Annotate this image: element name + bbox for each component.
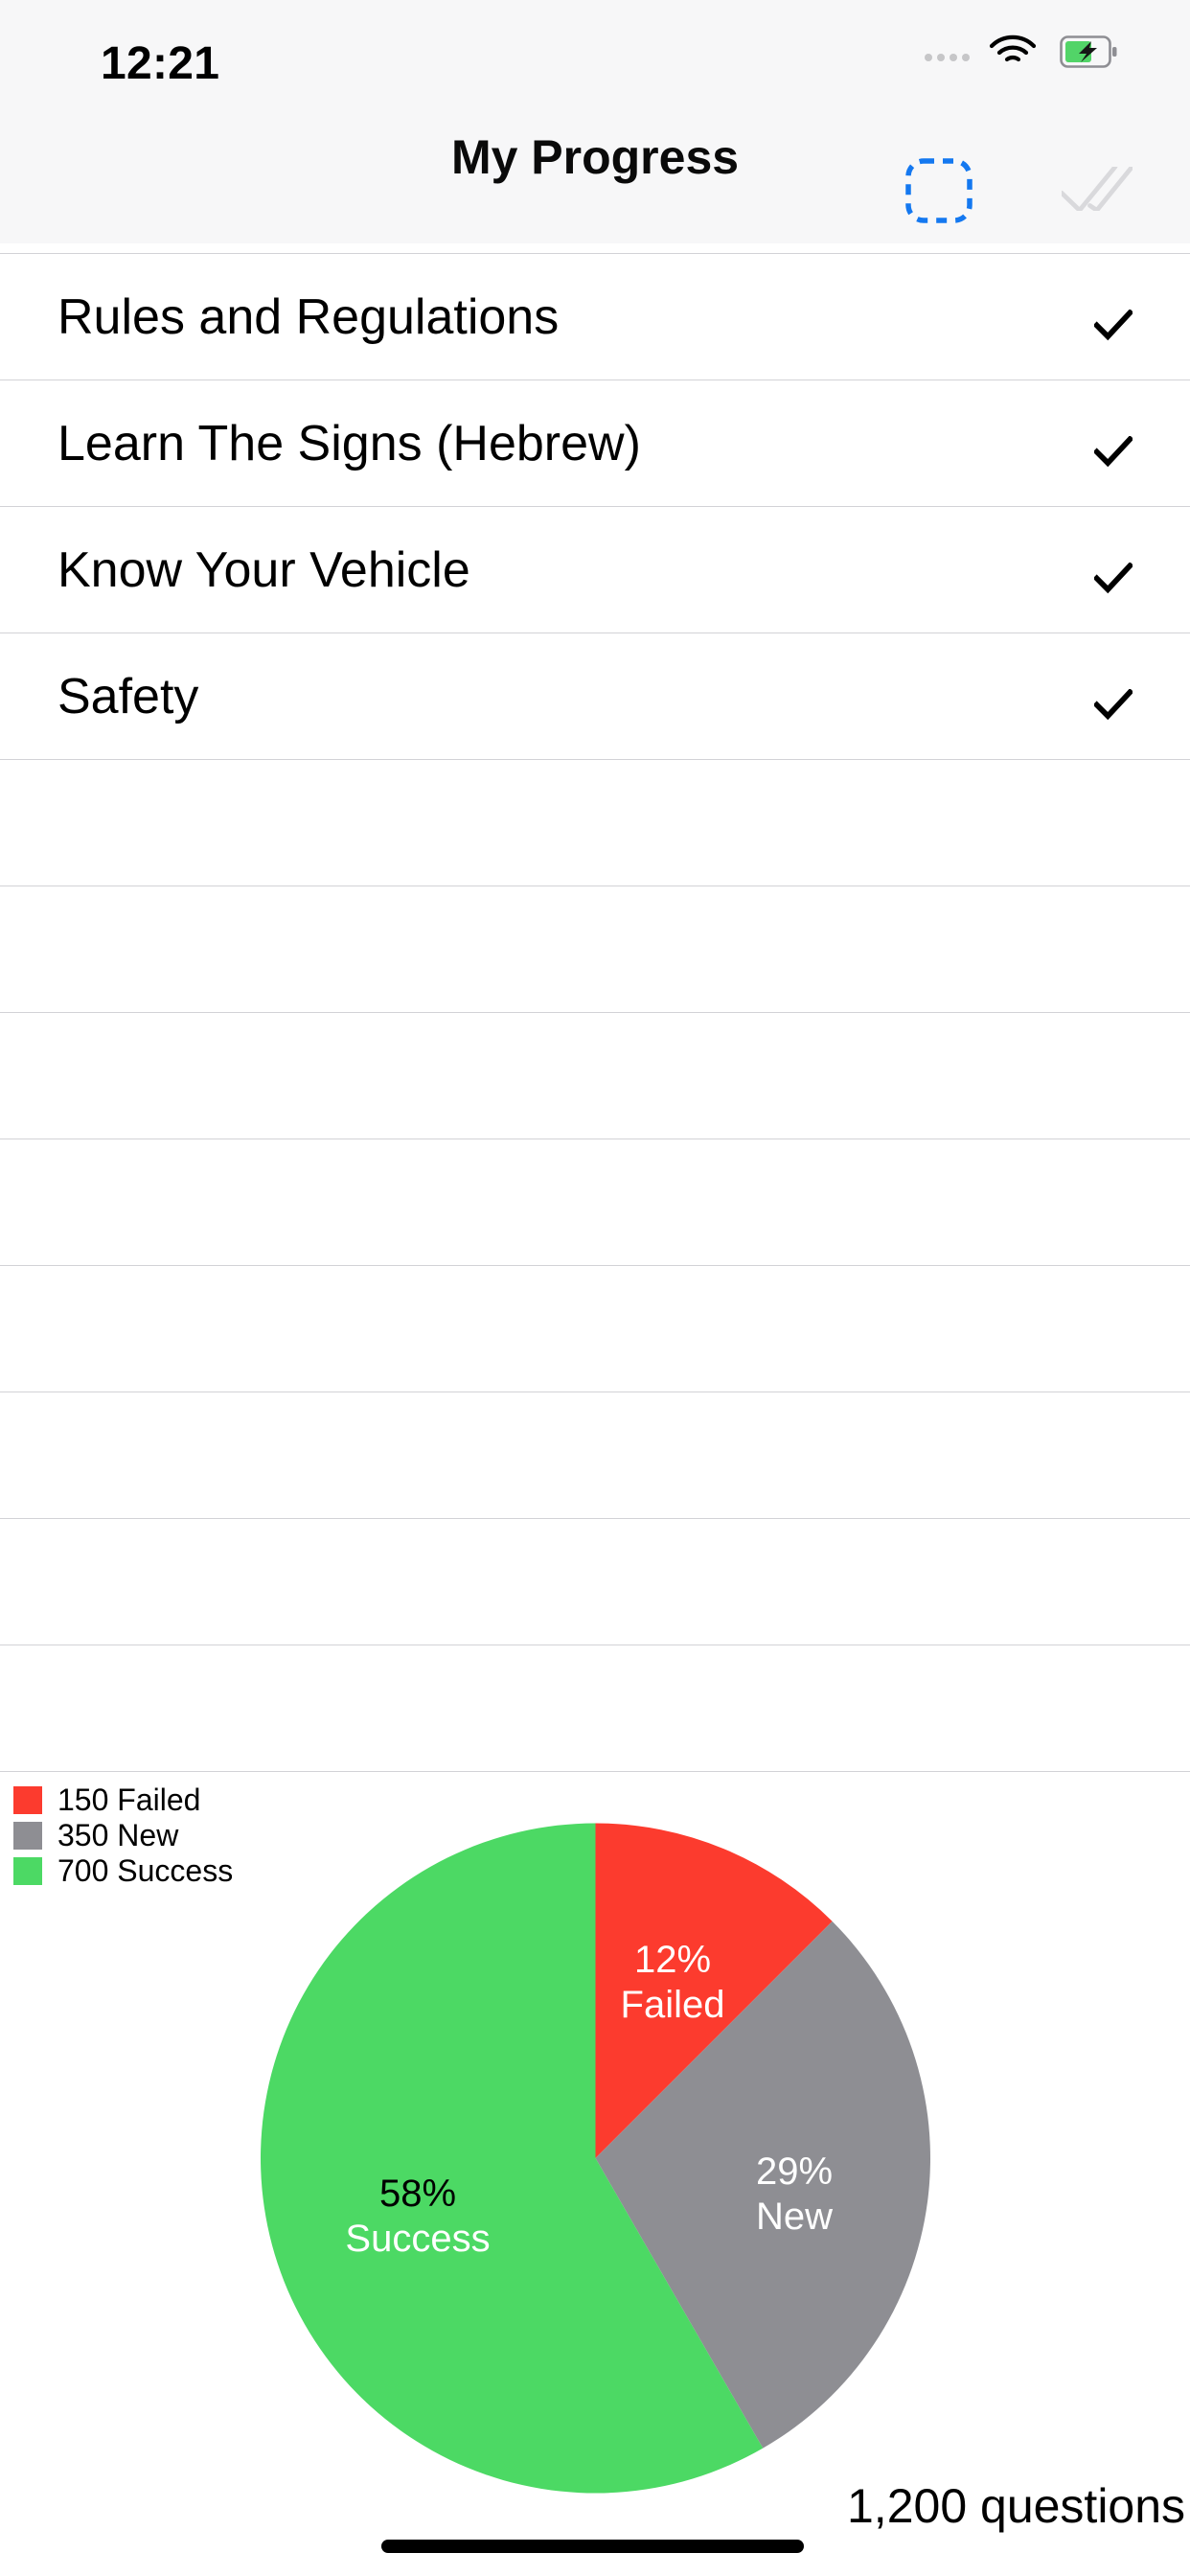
svg-text:New: New	[756, 2196, 833, 2238]
svg-text:Success: Success	[345, 2218, 490, 2260]
svg-text:Failed: Failed	[621, 1984, 725, 2026]
svg-text:29%: 29%	[756, 2150, 833, 2193]
svg-text:12%: 12%	[634, 1939, 711, 1981]
svg-text:58%: 58%	[379, 2173, 456, 2215]
